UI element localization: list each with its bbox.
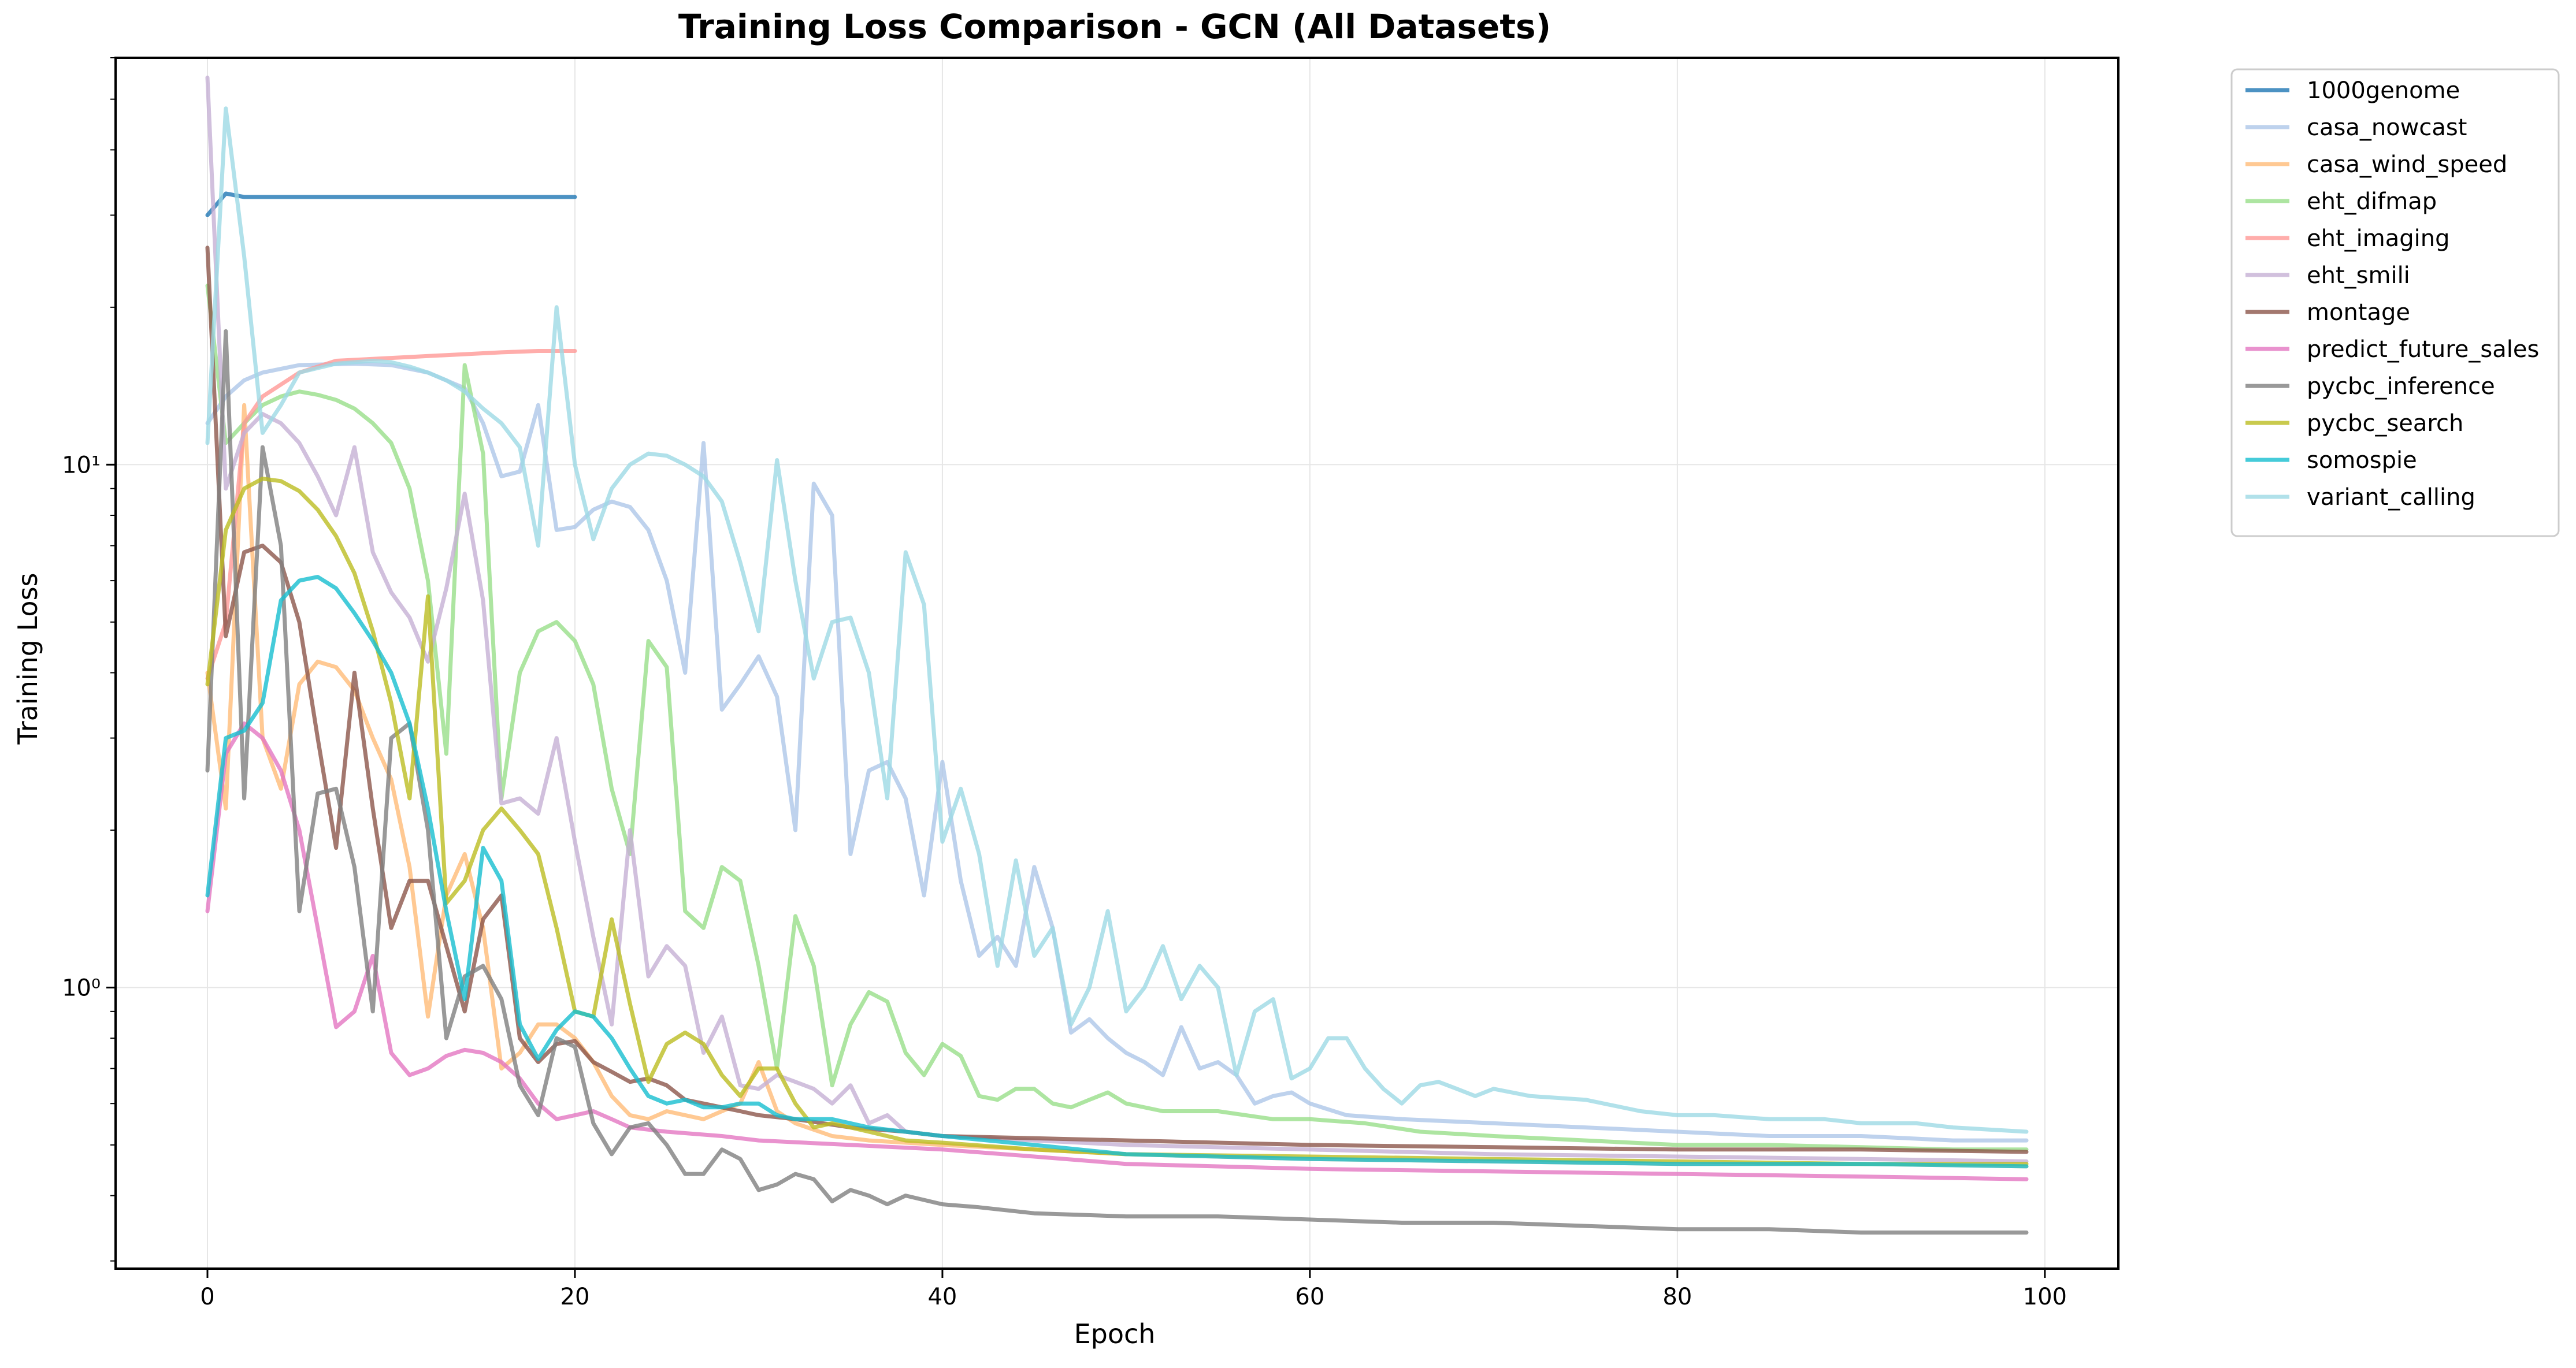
legend-label: eht_difmap <box>2307 188 2437 215</box>
legend-label: eht_smili <box>2307 262 2410 289</box>
series-line-predict-future-sales <box>205 721 2029 1181</box>
y-tick-label: 10⁰ <box>62 975 101 1001</box>
series-line-1000genome <box>205 191 577 217</box>
chart-title: Training Loss Comparison - GCN (All Data… <box>678 7 1551 46</box>
legend-label: variant_calling <box>2307 484 2475 511</box>
x-tick-label: 60 <box>1295 1284 1324 1310</box>
series-line-eht-imaging <box>205 349 577 681</box>
series-line-eht-difmap <box>205 283 2029 1152</box>
series-line-pycbc-inference <box>205 329 2029 1235</box>
series-lines <box>205 75 2029 1235</box>
legend-entry: pycbc_inference <box>2245 373 2495 400</box>
legend-label: casa_nowcast <box>2307 114 2467 141</box>
series-line-pycbc-search <box>205 477 2029 1166</box>
x-tick-label: 40 <box>927 1284 957 1310</box>
legend-entry: eht_smili <box>2245 262 2410 289</box>
plot-frame <box>114 57 2120 1270</box>
legend-entry: montage <box>2245 299 2410 326</box>
x-tick-label: 80 <box>1662 1284 1692 1310</box>
legend-entry: eht_difmap <box>2245 188 2437 215</box>
axes: 0 20 40 60 80 100 10⁰ 10¹ <box>62 57 2067 1310</box>
series-line-variant-calling <box>205 106 2029 1134</box>
legend-entry: somospie <box>2245 447 2417 474</box>
legend-label: pycbc_search <box>2307 410 2463 437</box>
legend: 1000genome casa_nowcast casa_wind_speedeht… <box>2230 68 2560 537</box>
legend-entry: predict_future_sales <box>2245 336 2539 363</box>
x-tick-label: 0 <box>200 1284 214 1310</box>
legend-entry: pycbc_search <box>2245 410 2463 437</box>
legend-entry: eht_imaging <box>2245 225 2449 252</box>
series-line-montage <box>205 246 2029 1154</box>
x-axis-label: Epoch <box>1074 1318 1156 1350</box>
legend-label: 1000genome <box>2307 77 2460 104</box>
legend-label: casa_wind_speed <box>2307 151 2507 178</box>
legend-label: pycbc_inference <box>2307 373 2495 400</box>
legend-box <box>2230 68 2560 537</box>
x-tick-label: 100 <box>2023 1284 2067 1310</box>
legend-label: eht_imaging <box>2307 225 2449 252</box>
legend-entry: casa_nowcast <box>2245 114 2467 141</box>
series-line-casa-nowcast <box>205 362 2029 1143</box>
legend-label: montage <box>2307 299 2410 326</box>
y-tick-label: 10¹ <box>62 452 101 478</box>
legend-label: predict_future_sales <box>2307 336 2539 363</box>
legend-label: somospie <box>2307 447 2417 474</box>
legend-entry: 1000genome <box>2245 77 2460 104</box>
x-tick-label: 20 <box>561 1284 590 1310</box>
legend-entry: variant_calling <box>2245 484 2475 511</box>
series-line-somospie <box>205 575 2029 1169</box>
legend-entry: casa_wind_speed <box>2245 151 2507 178</box>
y-axis-label: Training Loss <box>12 573 43 745</box>
